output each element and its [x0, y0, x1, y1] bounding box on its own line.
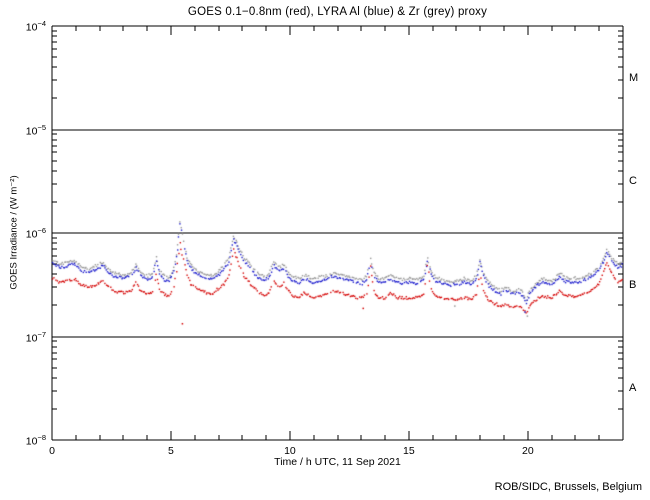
flare-class-label-B: B: [629, 278, 637, 291]
x-tick-label: 20: [521, 445, 534, 457]
y-tick-label: 10−5: [25, 122, 46, 137]
x-tick-label: 10: [284, 445, 296, 457]
flare-class-label-A: A: [629, 382, 637, 395]
x-tick-label: 15: [403, 445, 415, 457]
y-tick-label: 10−7: [25, 329, 46, 344]
y-tick-label: 10−8: [25, 432, 46, 448]
y-tick-label: 10−6: [25, 225, 46, 241]
x-tick-label: 5: [168, 445, 174, 457]
footer-credit: ROB/SIDC, Brussels, Belgium: [494, 481, 642, 493]
flare-class-label-M: M: [629, 71, 639, 84]
chart-title: GOES 0.1−0.8nm (red), LYRA Al (blue) & Z…: [187, 6, 488, 18]
x-axis-title: Time / h UTC, 11 Sep 2021: [274, 456, 401, 468]
flare-class-label-C: C: [629, 175, 637, 188]
x-tick-label: 0: [49, 445, 55, 457]
y-tick-label: 10−4: [25, 18, 46, 34]
